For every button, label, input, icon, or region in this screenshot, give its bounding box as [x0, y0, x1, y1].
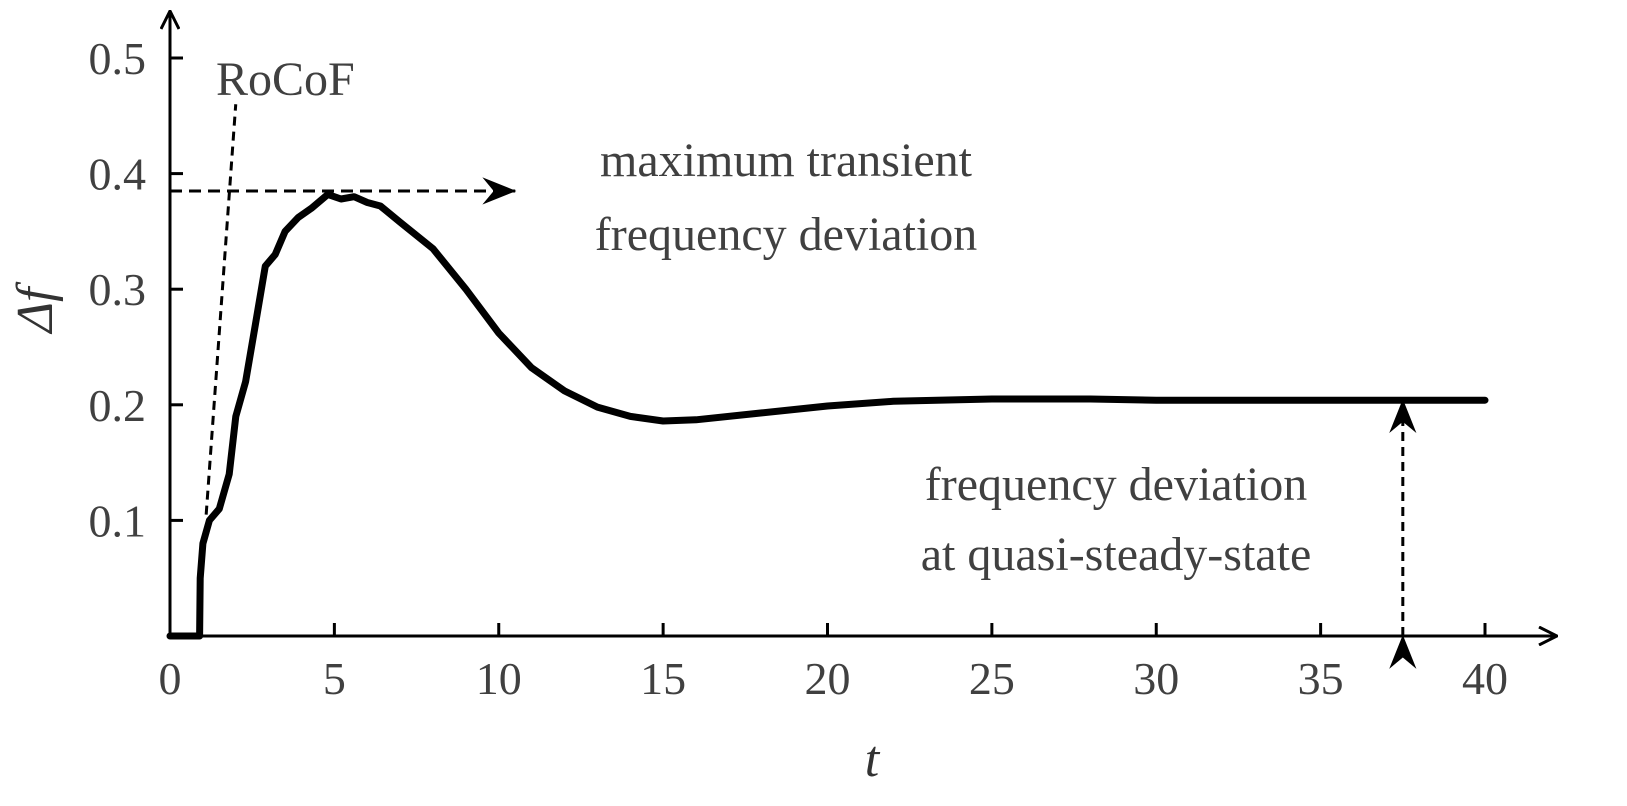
x-tick-label: 5 — [323, 653, 346, 704]
rocof-label: RoCoF — [216, 53, 355, 106]
y-tick-label: 0.5 — [89, 33, 147, 84]
y-ticks: 0.1 0.2 0.3 0.4 0.5 — [89, 33, 183, 546]
axes: 0 5 10 15 20 25 30 35 40 0.1 0.2 0.3 0.4 0.5 — [89, 12, 1557, 704]
y-tick-label: 0.1 — [89, 495, 147, 546]
x-axis-label: t — [865, 731, 881, 788]
annotations: RoCoF maximum transient frequency deviat… — [170, 53, 1417, 669]
x-ticks: 0 5 10 15 20 25 30 35 40 — [159, 623, 1508, 704]
y-tick-label: 0.3 — [89, 264, 147, 315]
x-tick-label: 40 — [1462, 653, 1508, 704]
max-transient-label-line-1: maximum transient — [600, 134, 973, 187]
y-tick-label: 0.2 — [89, 380, 147, 431]
y-axis-label: Δf — [7, 281, 64, 335]
x-tick-label: 20 — [805, 653, 851, 704]
x-tick-label: 10 — [476, 653, 522, 704]
y-tick-label: 0.4 — [89, 149, 147, 200]
x-tick-label: 15 — [640, 653, 686, 704]
quasi-steady-state-label-line-2: at quasi-steady-state — [921, 528, 1312, 581]
frequency-response-line — [166, 190, 1489, 640]
rocof-tangent-line — [204, 104, 238, 515]
x-tick-label: 30 — [1133, 653, 1179, 704]
x-tick-label: 35 — [1298, 653, 1344, 704]
quasi-steady-state-label-line-1: frequency deviation — [925, 458, 1308, 511]
x-tick-label: 0 — [159, 653, 182, 704]
x-tick-label: 25 — [969, 653, 1015, 704]
max-transient-label-line-2: frequency deviation — [595, 208, 978, 261]
